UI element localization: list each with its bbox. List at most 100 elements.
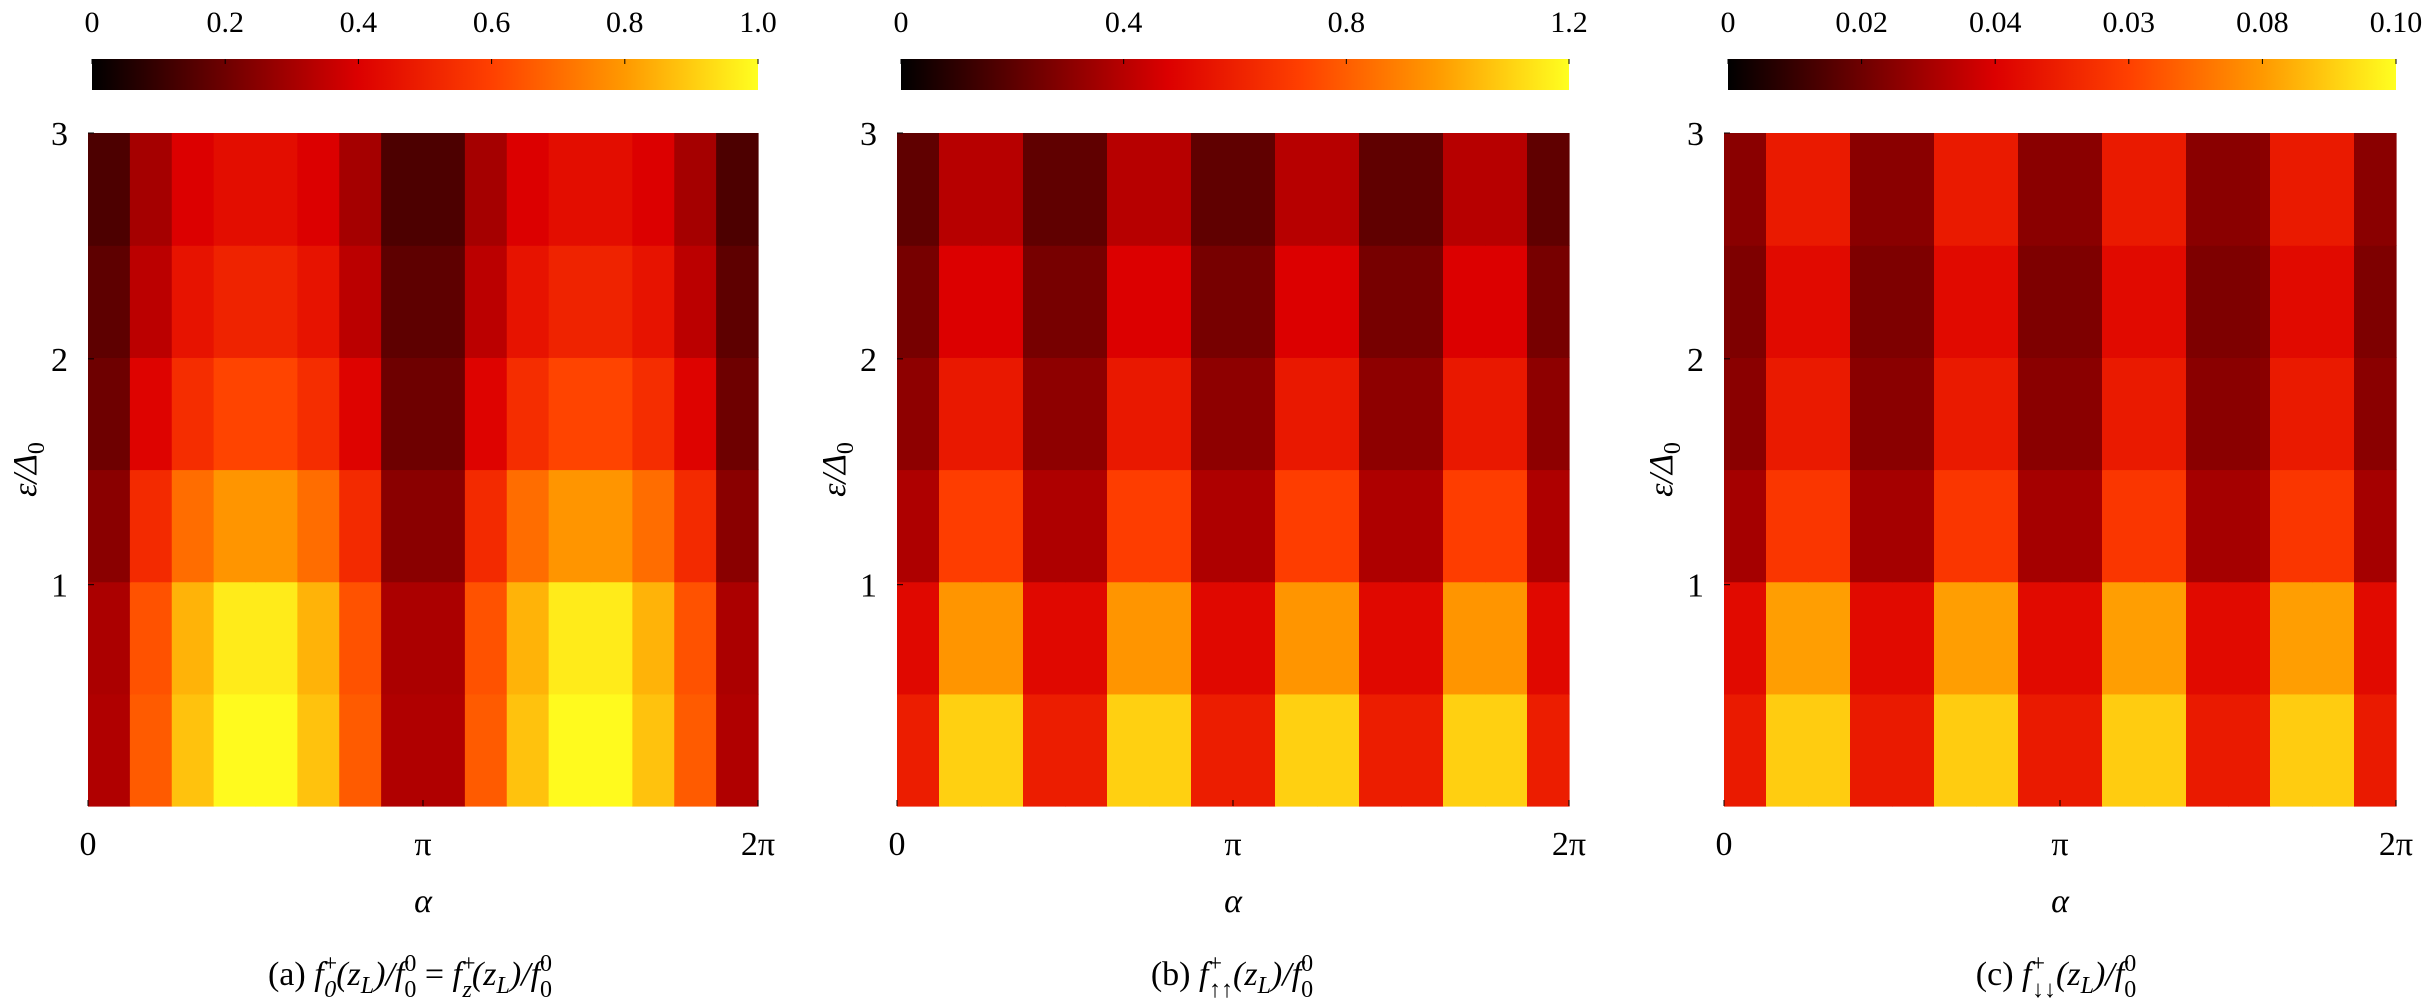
heatmap-cell [1724,357,1767,471]
heatmap-cell [213,133,257,246]
heatmap-cell [1527,469,1570,583]
heatmap-cell [2270,133,2313,246]
y-tick-label: 3 [860,116,877,153]
heatmap-cell [129,245,173,358]
y-axis-label-part: 0 [24,442,50,454]
heatmap-cell [381,357,424,471]
heatmap-cell [1976,133,2019,246]
heatmap-cell [1766,245,1809,358]
heatmap-cell [88,469,131,583]
heatmap-cell [2018,357,2061,471]
heatmap-cell [1401,357,1444,471]
colorbar-tick-label: 0.8 [606,6,644,39]
heatmap-cell [2018,693,2061,807]
heatmap-cell [1275,469,1318,583]
heatmap-cell [1934,133,1977,246]
heatmap-cell [1527,693,1570,807]
y-axis-label-part: 0 [833,442,859,454]
heatmap-cell [464,581,508,695]
heatmap-cell [297,469,340,583]
heatmap-cell [255,693,298,807]
heatmap-cell [1934,469,1977,583]
y-tick-label: 1 [51,568,68,605]
heatmap-cell [1149,469,1192,583]
heatmap-cell [1808,469,1851,583]
heatmap-cell [1808,693,1851,807]
heatmap-cell [2060,357,2103,471]
heatmap-cell [590,581,633,695]
caption: (b) f+ ↑↑(zL)/f0 0 [1151,951,1313,1001]
heatmap-cell [2354,581,2397,695]
x-tick-label: 2π [2379,826,2413,863]
heatmap-cell [1275,581,1318,695]
heatmap-cell [255,357,298,471]
heatmap-cell [129,693,173,807]
heatmap-cell [2312,469,2355,583]
x-tick-label: 0 [889,826,906,863]
x-tick-label: 2π [1552,826,1586,863]
colorbar-tick-label: 0 [1721,6,1736,39]
heatmap-cell [2228,693,2271,807]
heatmap-cell [506,581,550,695]
heatmap-cell [2144,357,2187,471]
x-tick-label: π [2051,826,2068,863]
heatmap-cell [2144,581,2187,695]
heatmap-cell [2186,357,2229,471]
heatmap-cell [1275,133,1318,246]
heatmap-cell [423,133,466,246]
heatmap-cell [1149,693,1192,807]
x-tick-label: π [414,826,431,863]
heatmap-cell [1107,133,1150,246]
y-tick-label: 1 [860,568,877,605]
heatmap-cell [88,693,131,807]
heatmap-cell [2102,357,2145,471]
heatmap-cell [1808,357,1851,471]
y-axis-label: ε/Δ0 [7,442,50,497]
colorbar-tick-label: 0.03 [2103,6,2156,39]
heatmap-cell [1401,245,1444,358]
heatmap-cell [129,469,173,583]
heatmap-cell [1808,581,1851,695]
heatmap-cell [674,133,717,246]
heatmap-cell [1766,357,1809,471]
heatmap-cell [716,133,759,246]
heatmap-cell [590,357,633,471]
heatmap-cell [129,357,173,471]
heatmap-cell [1317,693,1360,807]
heatmap-cell [171,245,215,358]
heatmap-cell [1317,133,1360,246]
heatmap-cell [2102,693,2145,807]
heatmap-cell [1892,693,1935,807]
x-tick-label: π [1224,826,1241,863]
heatmap-cell [1850,469,1893,583]
y-tick-label: 2 [860,342,877,379]
heatmap-cell [1233,357,1276,471]
heatmap-cell [1766,581,1809,695]
heatmap-cell [1023,133,1066,246]
heatmap-cell [2354,469,2397,583]
heatmap-cell [506,469,550,583]
colorbar-tick-label: 0.4 [340,6,378,39]
heatmap-cell [1892,133,1935,246]
heatmap-cell [2354,245,2397,358]
heatmap-cell [2102,469,2145,583]
heatmap-cell [1443,133,1486,246]
heatmap-cell [464,133,508,246]
y-tick-label: 3 [51,116,68,153]
x-tick-label: 0 [1716,826,1733,863]
heatmap-cell [674,693,717,807]
heatmap-cell [1065,693,1108,807]
heatmap-cell [548,357,592,471]
y-tick-label: 2 [1687,342,1704,379]
colorbar-tick-label: 0.10 [2370,6,2423,39]
heatmap-cell [897,693,940,807]
heatmap-cell [506,133,550,246]
heatmap-cell [2312,133,2355,246]
heatmap-cell [2102,245,2145,358]
heatmap-cell [1892,357,1935,471]
heatmap-cell [1359,133,1402,246]
heatmap-cell [381,245,424,358]
colorbar-tick-label: 1.0 [739,6,777,39]
heatmap-cell [464,357,508,471]
